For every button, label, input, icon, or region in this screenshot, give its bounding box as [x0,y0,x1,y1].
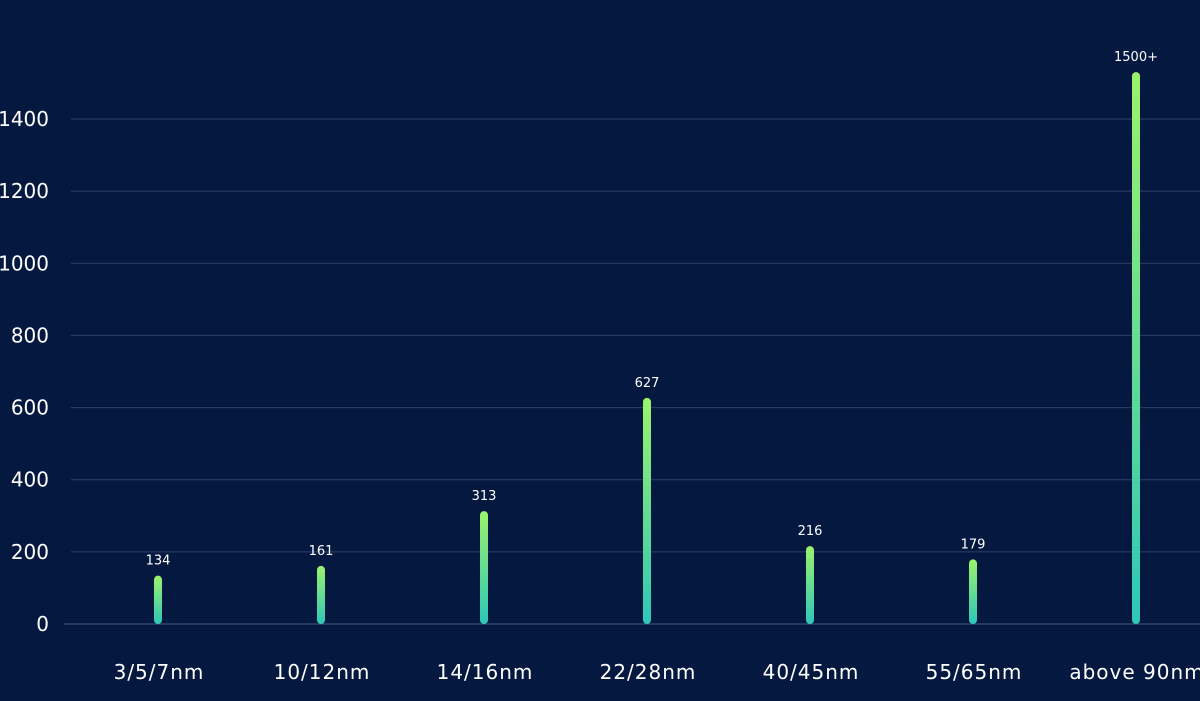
x-axis: 3/5/7nm 10/12nm 14/16nm 22/28nm 40/45nm 55/65… [114,660,1200,684]
y-tick-label: 1200 [0,179,49,203]
x-tick-label: 40/45nm [763,660,860,684]
bar [480,511,488,624]
bar [806,546,814,624]
y-axis: 0 200 400 600 800 1000 1200 1400 [0,107,49,636]
y-tick-label: 1000 [0,251,49,275]
x-tick-label: 22/28nm [600,660,697,684]
data-label: 627 [635,376,660,391]
data-label: 313 [472,489,497,504]
y-tick-label: 1400 [0,107,49,131]
x-tick-label: above 90nm [1069,660,1200,684]
data-label: 161 [309,544,334,559]
x-tick-label: 14/16nm [437,660,534,684]
x-tick-label: 3/5/7nm [114,660,205,684]
bar [317,565,325,624]
bar [969,559,977,624]
x-tick-label: 55/65nm [926,660,1023,684]
y-tick-label: 400 [11,468,49,492]
y-tick-label: 0 [36,612,49,636]
bar [1132,72,1140,625]
data-label: 134 [146,554,171,569]
bar [643,397,651,624]
y-tick-label: 800 [11,323,49,347]
data-label: 1500+ [1114,50,1158,65]
data-label: 179 [961,537,986,552]
bar [154,575,162,624]
y-tick-label: 600 [11,396,49,420]
bars: 134 161 313 627 216 179 1500+ [146,50,1158,625]
x-tick-label: 10/12nm [274,660,371,684]
gridlines [64,118,1200,625]
y-tick-label: 200 [11,540,49,564]
data-label: 216 [798,524,823,539]
